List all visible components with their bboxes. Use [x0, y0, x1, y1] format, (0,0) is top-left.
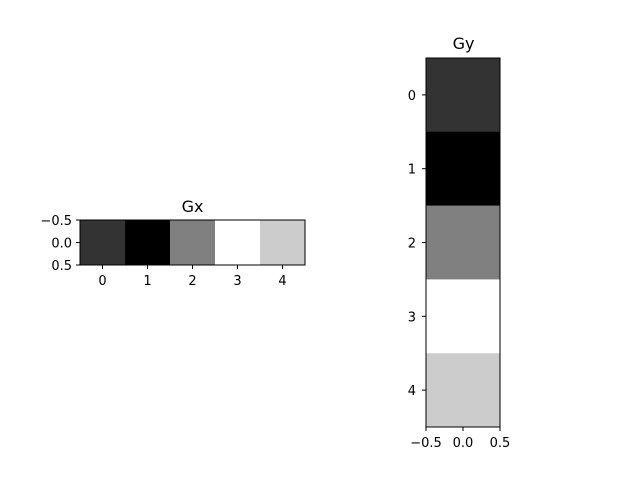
- gy-x-ticks: −0.5 0.0 0.5: [410, 427, 510, 451]
- gx-title: Gx: [182, 197, 204, 216]
- gx-y-tick-label: −0.5: [40, 214, 72, 229]
- gx-cell-0: [80, 220, 126, 265]
- gx-cell-3: [215, 220, 261, 265]
- gy-x-tick-label: 0.5: [490, 436, 511, 451]
- gx-x-tick-label: 1: [143, 274, 151, 289]
- gx-cell-2: [170, 220, 216, 265]
- gy-panel: Gy −0.5 0.0 0.5 0 1 2 3 4: [408, 34, 511, 451]
- gx-x-tick-label: 0: [98, 274, 106, 289]
- gx-cells: [80, 220, 306, 265]
- gx-x-tick-label: 4: [278, 274, 286, 289]
- gy-y-ticks: 0 1 2 3 4: [408, 89, 426, 399]
- gy-cell-3: [426, 279, 500, 354]
- gy-title: Gy: [453, 34, 475, 53]
- gy-y-tick-label: 2: [408, 237, 416, 252]
- gy-x-tick-label: −0.5: [410, 436, 442, 451]
- gy-y-tick-label: 4: [408, 384, 416, 399]
- gy-y-tick-label: 0: [408, 89, 416, 104]
- gy-cell-1: [426, 131, 500, 206]
- gx-y-tick-label: 0.5: [51, 259, 72, 274]
- gy-cell-4: [426, 353, 500, 428]
- gx-x-ticks: 0 1 2 3 4: [98, 265, 287, 289]
- gy-cell-0: [426, 58, 500, 133]
- gy-y-tick-label: 1: [408, 163, 416, 178]
- gx-x-tick-label: 2: [188, 274, 196, 289]
- gx-panel: Gx 0 1 2 3 4 −0.5 0.0 0.5: [40, 197, 306, 289]
- gy-x-tick-label: 0.0: [453, 436, 474, 451]
- gy-cell-2: [426, 205, 500, 280]
- gx-y-ticks: −0.5 0.0 0.5: [40, 214, 80, 274]
- gy-cells: [426, 58, 500, 428]
- gx-y-tick-label: 0.0: [51, 237, 72, 252]
- gx-cell-1: [125, 220, 171, 265]
- gx-x-tick-label: 3: [233, 274, 241, 289]
- gx-cell-4: [260, 220, 306, 265]
- gy-y-tick-label: 3: [408, 310, 416, 325]
